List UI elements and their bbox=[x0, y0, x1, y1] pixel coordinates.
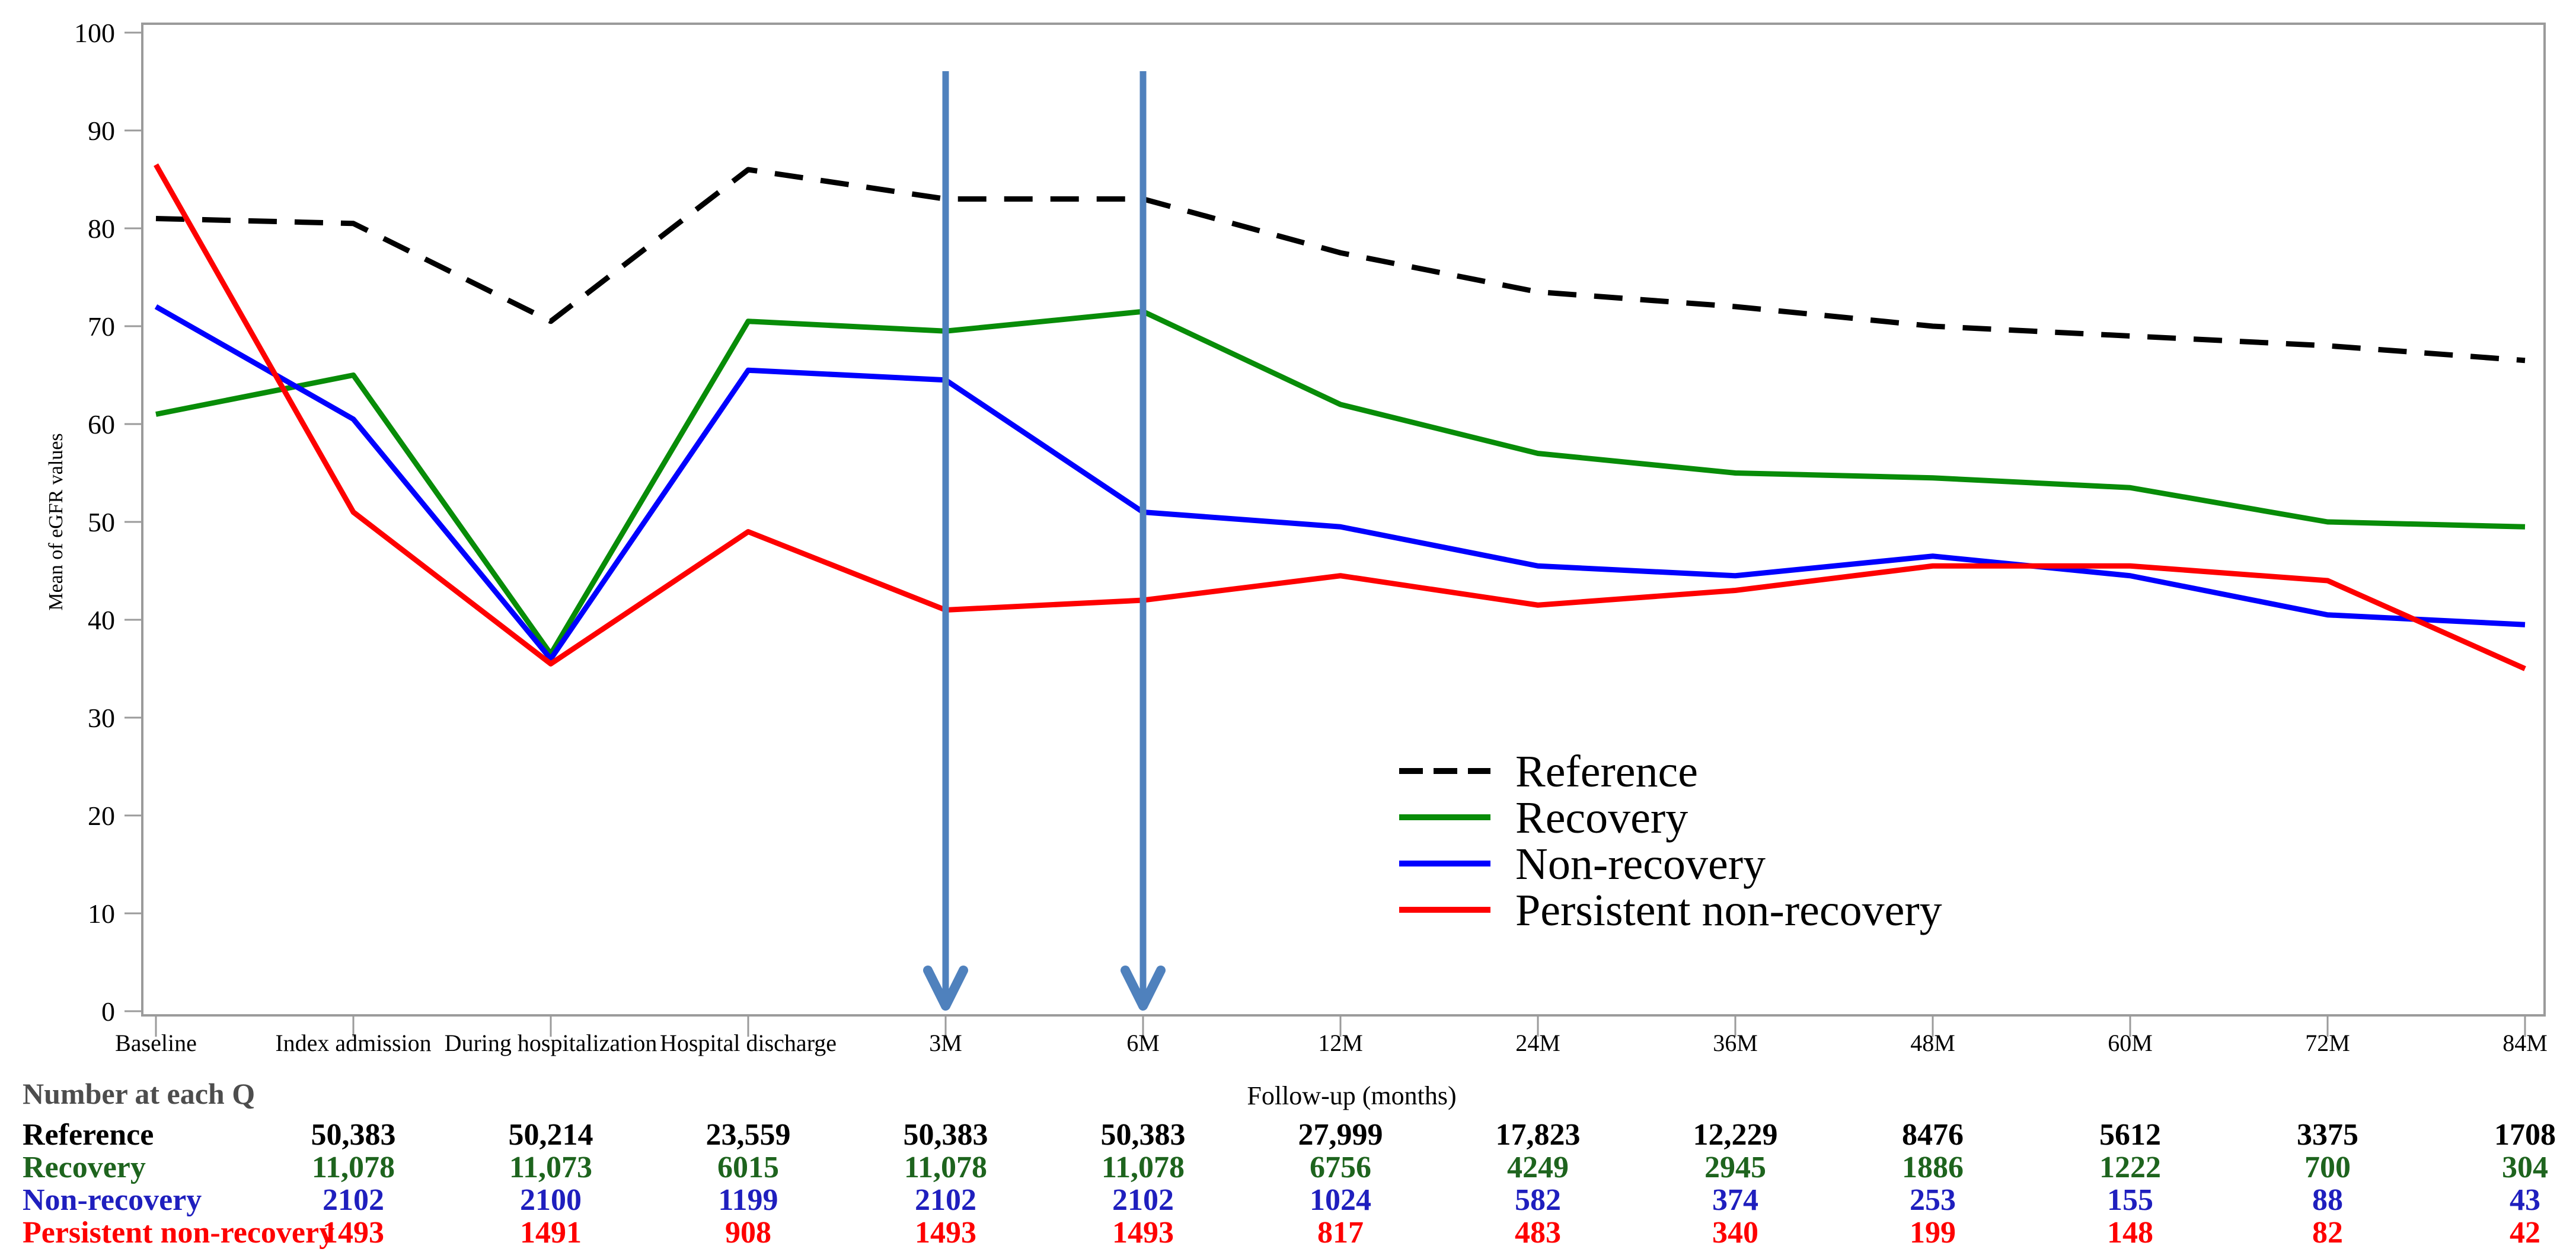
y-tick-label: 100 bbox=[74, 18, 115, 48]
x-tick-label: Index admission bbox=[275, 1030, 431, 1056]
table-cell: 8476 bbox=[1902, 1118, 1964, 1152]
table-cell: 148 bbox=[2107, 1216, 2153, 1250]
series-line-non-recovery bbox=[154, 304, 2526, 662]
table-cell: 1199 bbox=[718, 1183, 778, 1217]
table-cell: 27,999 bbox=[1298, 1118, 1383, 1152]
table-row: Non-recovery 2102 2100 1199 2102 2102 1024 582 3… bbox=[0, 1183, 2576, 1217]
table-cell: 17,823 bbox=[1495, 1118, 1581, 1152]
table-cell: 11,078 bbox=[311, 1151, 395, 1184]
table-cell: 6756 bbox=[1310, 1151, 1371, 1184]
y-tick-label: 40 bbox=[88, 605, 115, 635]
legend-label: Persistent non-recovery bbox=[1515, 885, 1942, 935]
table-cell: 155 bbox=[2107, 1183, 2153, 1217]
y-tick-label: 70 bbox=[88, 311, 115, 342]
y-tick-label: 0 bbox=[101, 996, 115, 1027]
table-cell: 483 bbox=[1515, 1216, 1561, 1250]
x-axis-title: Follow-up (months) bbox=[1247, 1081, 1457, 1110]
series-line-recovery bbox=[155, 308, 2526, 657]
table-cell: 253 bbox=[1910, 1183, 1956, 1217]
x-tick-label: 48M bbox=[1910, 1030, 1955, 1056]
table-cell: 2102 bbox=[915, 1183, 976, 1217]
table-cell: 50,214 bbox=[508, 1118, 593, 1152]
table-cell: 11,078 bbox=[1101, 1151, 1185, 1184]
table-cell: 5612 bbox=[2099, 1118, 2161, 1152]
x-tick-label: 3M bbox=[929, 1030, 962, 1056]
table-title: Number at each Q bbox=[23, 1077, 256, 1110]
table-cell: 42 bbox=[2510, 1216, 2540, 1250]
table-cell: 88 bbox=[2312, 1183, 2343, 1217]
table-cell: 2945 bbox=[1704, 1151, 1766, 1184]
table-cell: 50,383 bbox=[311, 1118, 396, 1152]
table-cell: 2100 bbox=[520, 1183, 582, 1217]
table-cell: 1493 bbox=[1112, 1216, 1174, 1250]
table-cell: 12,229 bbox=[1693, 1118, 1778, 1152]
table-cell: 2102 bbox=[323, 1183, 384, 1217]
table-cell: 23,559 bbox=[706, 1118, 791, 1152]
x-tick-label: 72M bbox=[2305, 1030, 2350, 1056]
table-cell: 304 bbox=[2502, 1151, 2548, 1184]
y-tick-label: 10 bbox=[88, 899, 115, 929]
table-cell: 6015 bbox=[717, 1151, 779, 1184]
series-line-reference bbox=[155, 167, 2526, 364]
plot-frame bbox=[141, 23, 2546, 1017]
legend-label: Reference bbox=[1515, 747, 1698, 797]
table-cell: 4249 bbox=[1507, 1151, 1569, 1184]
table-cell: 50,383 bbox=[903, 1118, 988, 1152]
x-tick-label: 12M bbox=[1318, 1030, 1363, 1056]
table-cell: 1886 bbox=[1902, 1151, 1964, 1184]
table-cell: 582 bbox=[1515, 1183, 1561, 1217]
y-tick-label: 30 bbox=[88, 703, 115, 733]
table-cell: 199 bbox=[1910, 1216, 1956, 1250]
table-cell: 374 bbox=[1712, 1183, 1758, 1217]
x-tick-label: Hospital discharge bbox=[660, 1030, 837, 1056]
x-tick-label: 24M bbox=[1515, 1030, 1560, 1056]
table-cell: 11,073 bbox=[509, 1151, 593, 1184]
table-row: Recovery 11,078 11,073 6015 11,078 11,078 6756… bbox=[0, 1150, 2576, 1184]
table-cell: 817 bbox=[1317, 1216, 1364, 1250]
y-tick-label: 80 bbox=[88, 214, 115, 244]
x-tick-label: 84M bbox=[2502, 1030, 2548, 1056]
x-tick-label: 60M bbox=[2108, 1030, 2153, 1056]
y-tick-label: 50 bbox=[88, 507, 115, 537]
table-cell: 1024 bbox=[1310, 1183, 1371, 1217]
table-cell: 82 bbox=[2312, 1216, 2343, 1250]
series-line-persistent-non-recovery bbox=[154, 163, 2526, 671]
table-row-label: Reference bbox=[23, 1118, 154, 1152]
table-row-label: Recovery bbox=[23, 1151, 146, 1184]
table-row-label: Persistent non-recovery bbox=[23, 1216, 335, 1250]
legend-label: Non-recovery bbox=[1515, 839, 1766, 889]
table-cell: 1222 bbox=[2099, 1151, 2161, 1184]
y-tick-label: 90 bbox=[88, 116, 115, 146]
legend-label: Recovery bbox=[1515, 793, 1688, 843]
timepoint-arrow-head-icon bbox=[923, 966, 968, 1011]
y-tick-label: 60 bbox=[88, 409, 115, 439]
table-cell: 3375 bbox=[2297, 1118, 2358, 1152]
table-row-label: Non-recovery bbox=[23, 1183, 202, 1217]
y-tick-label: 20 bbox=[88, 801, 115, 831]
x-tick-label: 6M bbox=[1126, 1030, 1160, 1056]
x-tick-label: Baseline bbox=[115, 1030, 197, 1056]
table-cell: 43 bbox=[2510, 1183, 2540, 1217]
x-tick-label: During hospitalization bbox=[445, 1030, 657, 1056]
table-row: Persistent non-recovery 1493 1491 908 1493 14… bbox=[0, 1215, 2576, 1250]
timepoint-arrow-head-icon bbox=[1121, 966, 1166, 1011]
table-cell: 1491 bbox=[520, 1216, 582, 1250]
table-cell: 340 bbox=[1712, 1216, 1758, 1250]
table-cell: 50,383 bbox=[1100, 1118, 1186, 1152]
table-cell: 11,078 bbox=[904, 1151, 988, 1184]
table-row: Reference 50,383 50,214 23,559 50,383 50,383 2… bbox=[0, 1117, 2576, 1152]
table-cell: 1708 bbox=[2494, 1118, 2556, 1152]
table-cell: 2102 bbox=[1112, 1183, 1174, 1217]
table-cell: 1493 bbox=[915, 1216, 976, 1250]
table-cell: 700 bbox=[2304, 1151, 2351, 1184]
table-cell: 1493 bbox=[323, 1216, 384, 1250]
table-cell: 908 bbox=[725, 1216, 771, 1250]
x-tick-label: 36M bbox=[1713, 1030, 1758, 1056]
